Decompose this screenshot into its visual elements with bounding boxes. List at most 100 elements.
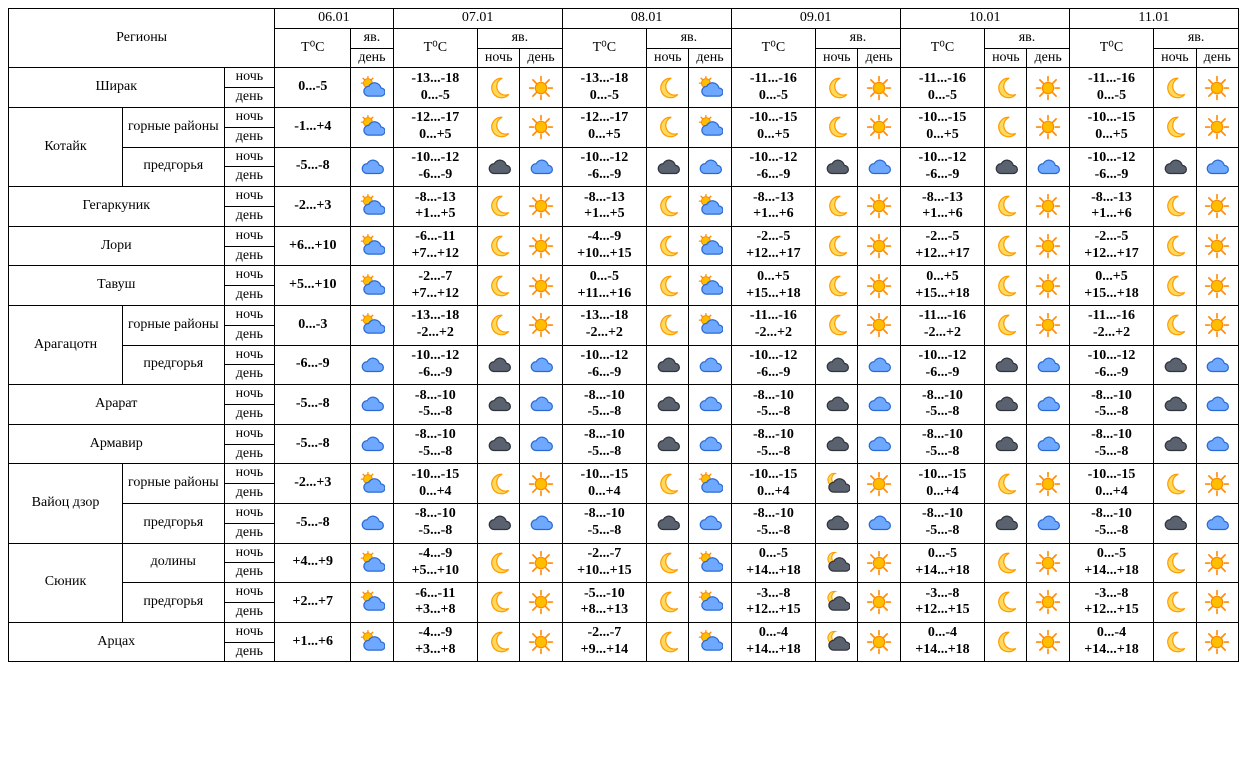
- sun-icon: [1204, 629, 1230, 655]
- weather-icon-night: [985, 503, 1027, 543]
- temp-cell: 0...-5+11...+16: [562, 266, 647, 306]
- weather-icon-night: [647, 543, 689, 583]
- moon-icon: [1162, 629, 1188, 655]
- bluecloud-icon: [1035, 154, 1061, 180]
- suncloud-icon: [697, 550, 723, 576]
- moon-icon: [824, 233, 850, 259]
- weather-icon-day: [520, 622, 562, 662]
- sun-icon: [528, 550, 554, 576]
- bluecloud-icon: [866, 154, 892, 180]
- temp-cell: -8...-10-5...-8: [731, 424, 816, 464]
- daypart-day: день: [224, 404, 275, 424]
- header-temp: Т⁰С: [275, 28, 351, 68]
- sun-icon: [1204, 550, 1230, 576]
- weather-icon-day: [1196, 107, 1238, 147]
- weather-icon-day: [520, 424, 562, 464]
- weather-icon-day: [858, 345, 900, 385]
- sun-icon: [1035, 233, 1061, 259]
- weather-icon-night: [1154, 622, 1196, 662]
- temp-cell: -2...+3: [275, 187, 351, 227]
- header-night: ночь: [816, 48, 858, 68]
- temp-cell: -4...-9+10...+15: [562, 226, 647, 266]
- weather-icon-night: [1154, 68, 1196, 108]
- weather-icon-night: [816, 543, 858, 583]
- temp-cell: -11...-16-2...+2: [731, 305, 816, 345]
- daypart-day: день: [224, 602, 275, 622]
- daypart-night: ночь: [224, 68, 275, 88]
- moon-icon: [655, 273, 681, 299]
- temp-cell: -10...-150...+5: [1069, 107, 1154, 147]
- table-head: Регионы06.0107.0108.0109.0110.0111.01Т⁰С…: [9, 9, 1239, 68]
- sun-icon: [866, 629, 892, 655]
- header-day: день: [351, 48, 393, 68]
- region-name: Ширак: [9, 68, 225, 108]
- darkcloud-icon: [824, 391, 850, 417]
- moon-icon: [486, 193, 512, 219]
- subregion-name: предгорья: [123, 147, 224, 187]
- weather-icon-night: [647, 503, 689, 543]
- darkcloud-icon: [993, 391, 1019, 417]
- weather-icon-night: [985, 583, 1027, 623]
- subregion-name: горные районы: [123, 107, 224, 147]
- temp-cell: -5...-8: [275, 424, 351, 464]
- moon-icon: [993, 114, 1019, 140]
- darkcloud-icon: [486, 510, 512, 536]
- weather-icon-day: [1027, 583, 1069, 623]
- weather-icon-day: [351, 107, 393, 147]
- weather-icon-day: [351, 266, 393, 306]
- suncloud-icon: [359, 550, 385, 576]
- weather-icon-night: [816, 226, 858, 266]
- daypart-day: день: [224, 206, 275, 226]
- daypart-night: ночь: [224, 464, 275, 484]
- temp-cell: 0...-5+14...+18: [731, 543, 816, 583]
- weather-icon-day: [351, 305, 393, 345]
- weather-icon-night: [647, 107, 689, 147]
- region-name: Гегаркуник: [9, 187, 225, 227]
- temp-cell: -8...-10-5...-8: [1069, 503, 1154, 543]
- weather-icon-night: [478, 305, 520, 345]
- temp-cell: -10...-12-6...-9: [1069, 345, 1154, 385]
- sun-icon: [1204, 312, 1230, 338]
- temp-cell: -10...-150...+4: [900, 464, 985, 504]
- weather-icon-day: [858, 147, 900, 187]
- bluecloud-icon: [528, 510, 554, 536]
- temp-cell: -11...-16-2...+2: [1069, 305, 1154, 345]
- weather-icon-night: [478, 187, 520, 227]
- weather-icon-day: [1196, 187, 1238, 227]
- sun-icon: [528, 312, 554, 338]
- weather-icon-day: [520, 503, 562, 543]
- weather-icon-day: [520, 226, 562, 266]
- darkcloud-icon: [486, 352, 512, 378]
- moon-icon: [1162, 193, 1188, 219]
- moon-icon: [655, 471, 681, 497]
- darkcloud-icon: [824, 154, 850, 180]
- sun-icon: [1204, 273, 1230, 299]
- temp-cell: -8...-13+1...+5: [562, 187, 647, 227]
- temp-cell: -10...-12-6...-9: [1069, 147, 1154, 187]
- temp-cell: -8...-10-5...-8: [562, 424, 647, 464]
- bluecloud-icon: [697, 510, 723, 536]
- header-phen: яв.: [985, 28, 1070, 48]
- temp-cell: -2...-5+12...+17: [1069, 226, 1154, 266]
- header-phen: яв.: [351, 28, 393, 48]
- weather-icon-day: [1196, 385, 1238, 425]
- temp-cell: -10...-12-6...-9: [562, 147, 647, 187]
- moon-icon: [993, 75, 1019, 101]
- weather-icon-day: [858, 424, 900, 464]
- header-day: день: [689, 48, 731, 68]
- temp-cell: -10...-150...+4: [562, 464, 647, 504]
- weather-icon-night: [647, 187, 689, 227]
- moon-icon: [655, 312, 681, 338]
- moon-icon: [993, 629, 1019, 655]
- moon-icon: [993, 589, 1019, 615]
- forecast-table: Регионы06.0107.0108.0109.0110.0111.01Т⁰С…: [8, 8, 1239, 662]
- temp-cell: -5...-10+8...+13: [562, 583, 647, 623]
- weather-icon-night: [478, 107, 520, 147]
- daypart-day: день: [224, 642, 275, 662]
- weather-icon-day: [351, 385, 393, 425]
- weather-icon-night: [985, 464, 1027, 504]
- mooncloud-icon: [824, 550, 850, 576]
- table-body: Ширакночь0...-5-13...-180...-5-13...-180…: [9, 68, 1239, 662]
- weather-icon-night: [1154, 583, 1196, 623]
- temp-cell: -8...-10-5...-8: [393, 385, 478, 425]
